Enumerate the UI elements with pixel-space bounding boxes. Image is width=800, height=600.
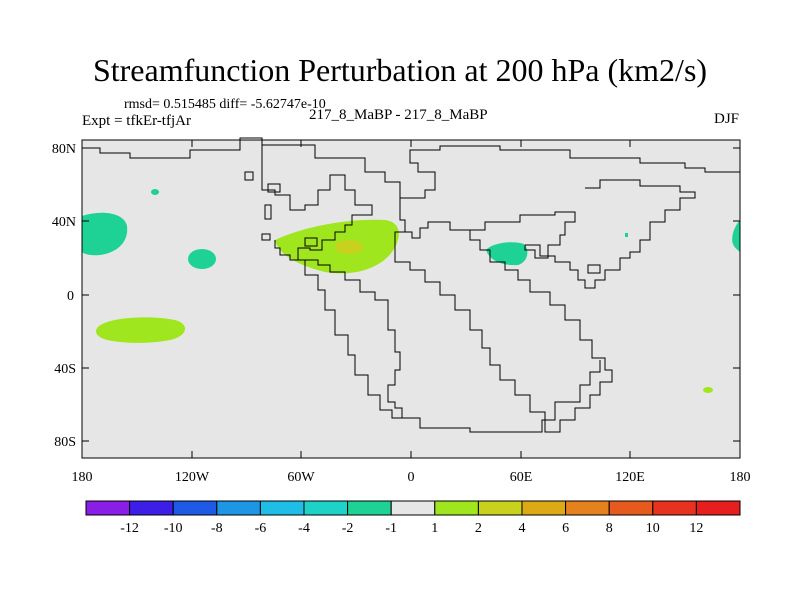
coast-north-eurasia: [525, 179, 696, 289]
coast-south-america: [298, 259, 403, 419]
anomaly-negative-west-pacific: [732, 220, 740, 252]
lon-label-0: 0: [408, 470, 415, 485]
colorbar-label: 12: [689, 521, 703, 536]
lon-label-180w: 180: [72, 470, 93, 485]
anomaly-positive-south-pacific-small: [703, 387, 713, 393]
colorbar-box: [129, 500, 174, 516]
coast-africa-east: [402, 360, 601, 433]
coast-island-1: [244, 171, 254, 181]
colorbar-box: [172, 500, 218, 516]
coast-island-2: [264, 204, 272, 220]
anomaly-negative-north-pacific: [82, 212, 128, 256]
lon-labels: 180 120W 60W 0 60E 120E 180: [72, 470, 751, 485]
lon-label-120e: 120E: [615, 470, 645, 485]
colorbar-box: [259, 500, 305, 516]
colorbar-box: [434, 500, 479, 516]
colorbar-label: 1: [431, 521, 438, 536]
colorbar-box: [608, 500, 654, 516]
anomaly-negative-small-pacific: [151, 189, 159, 195]
colorbar-box: [521, 500, 567, 516]
colorbar-box: [565, 500, 610, 516]
colorbar-label: -1: [385, 521, 397, 536]
colorbar-box: [477, 500, 523, 516]
lon-label-120w: 120W: [175, 470, 210, 485]
colorbar-label: -12: [120, 521, 139, 536]
stats-label: rmsd= 0.515485 diff= -5.62747e-10: [124, 97, 326, 112]
colorbar-label: -8: [211, 521, 223, 536]
colorbar-label: 8: [606, 521, 613, 536]
coast-arctic-north-america: [82, 137, 740, 199]
coast-island-6: [587, 264, 601, 274]
colorbar-label: 2: [475, 521, 482, 536]
lat-label-40s: 40S: [54, 362, 76, 377]
anomaly-negative-east-pacific: [188, 249, 216, 269]
anomaly-negative-middle-east: [486, 242, 528, 266]
lon-label-60e: 60E: [510, 470, 533, 485]
coast-island-5: [304, 237, 318, 247]
lat-label-80s: 80S: [54, 435, 76, 450]
lat-labels: 80N 40N 0 40S 80S: [52, 142, 76, 450]
colorbar-label: 10: [646, 521, 660, 536]
anomaly-positive-south-pacific: [96, 317, 186, 343]
anomaly-core-north-atlantic: [335, 240, 363, 254]
lon-label-60w: 60W: [287, 470, 315, 485]
case-label: 217_8_MaBP - 217_8_MaBP: [309, 107, 488, 123]
season-label: DJF: [714, 111, 740, 127]
colorbar-label: 6: [562, 521, 569, 536]
coast-north-america: [261, 145, 373, 261]
colorbar-box: [347, 500, 392, 516]
anomaly-fields: [82, 189, 740, 393]
coast-island-3: [267, 183, 281, 193]
coast-island-4: [261, 233, 271, 241]
colorbar-label: -6: [255, 521, 267, 536]
experiment-label: Expt = tfkEr-tfjAr: [82, 113, 191, 129]
colorbar-labels: -12 -10 -8 -6 -4 -2 -1 1 2 4 6 8 10 12: [120, 521, 703, 536]
colorbar-box: [390, 500, 436, 516]
colorbar-box: [85, 500, 131, 516]
colorbar-label: 4: [519, 521, 526, 536]
axis-ticks: [82, 140, 740, 458]
colorbar-label: -4: [298, 521, 310, 536]
colorbar-box: [652, 500, 697, 516]
colorbar-label: -10: [164, 521, 183, 536]
coast-europe-africa: [394, 198, 613, 433]
colorbar: [85, 500, 741, 516]
colorbar-box: [695, 500, 741, 516]
lat-label-40n: 40N: [52, 215, 76, 230]
colorbar-box: [303, 500, 349, 516]
coast-asia-south: [470, 211, 576, 259]
lon-label-180e: 180: [730, 470, 751, 485]
coastlines: [82, 137, 740, 433]
colorbar-box: [216, 500, 261, 516]
plot-title: Streamfunction Perturbation at 200 hPa (…: [92, 52, 708, 88]
lat-label-0: 0: [67, 289, 74, 304]
map-background: [82, 140, 740, 458]
colorbar-label: -2: [342, 521, 354, 536]
lat-label-80n: 80N: [52, 142, 76, 157]
anomaly-negative-japan: [625, 233, 628, 237]
